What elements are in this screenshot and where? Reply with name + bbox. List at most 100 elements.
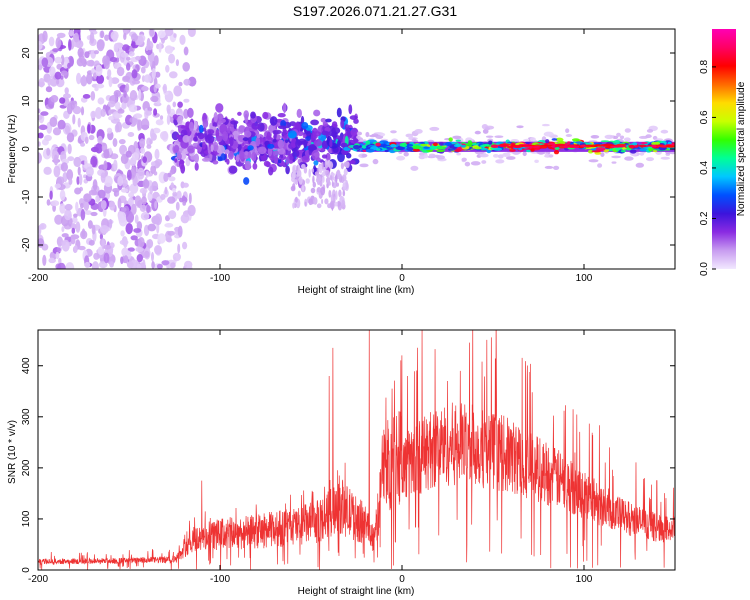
spectrogram-cell: [154, 71, 161, 78]
spectrogram-cell: [340, 162, 344, 170]
spectrogram-cell: [268, 124, 273, 134]
spectrogram-cell: [408, 135, 414, 140]
spectrogram-cell: [349, 115, 358, 120]
spectrogram-cell: [485, 135, 494, 138]
spectrogram-cell: [154, 213, 162, 226]
spectrogram-cell: [176, 134, 182, 139]
spectrogram-cell: [113, 90, 122, 98]
spectrogram-cell: [481, 160, 487, 164]
spectrogram-cell: [343, 168, 348, 176]
snr-series-line: [38, 330, 675, 570]
spectrogram-cell: [99, 233, 103, 240]
spectrogram-cell: [109, 200, 116, 211]
spectrogram-cell: [75, 201, 79, 212]
spectrogram-cell: [202, 141, 206, 150]
spectrogram-cell: [188, 76, 197, 87]
spectrogram-cell: [311, 168, 315, 173]
spectrogram-cell: [123, 255, 129, 263]
spectrogram-cell: [123, 237, 128, 248]
spectrogram-cell: [108, 116, 115, 121]
colorbar-ticks: 0.0 0.2 0.4 0.6 0.8: [699, 60, 716, 276]
spectrogram-cell: [55, 251, 60, 260]
spectrogram-cell: [135, 55, 141, 61]
spectrogram-cell: [336, 107, 342, 118]
spectrogram-cell: [273, 150, 279, 157]
snr-frame: [37, 329, 676, 571]
spectrogram-cell: [522, 145, 531, 148]
spectrogram-cell: [65, 125, 70, 134]
spectrogram-cell: [159, 115, 164, 120]
spectrogram-cell: [67, 156, 75, 162]
spectrogram-cell: [108, 147, 112, 155]
spectrogram-cell: [267, 146, 273, 157]
x-tick-label: 100: [576, 273, 593, 284]
spectrogram-cell: [115, 101, 121, 111]
spectrogram-cell: [494, 135, 504, 138]
spectrogram-cell: [651, 144, 657, 148]
spectrogram-cell: [660, 156, 670, 160]
spectrogram-cell: [321, 130, 329, 136]
spectrogram-cell: [194, 162, 199, 171]
spectrogram-cell: [80, 202, 84, 209]
spectrogram-cell: [331, 121, 338, 128]
spectrogram-cell: [127, 197, 134, 207]
x-tick-label: 100: [576, 574, 593, 585]
spectrogram-cell: [54, 56, 63, 64]
spectrogram-cell: [359, 163, 369, 168]
spectrogram-cell: [321, 172, 326, 177]
spectrogram-cell: [356, 135, 361, 139]
spectrogram-cell: [553, 150, 560, 155]
spectrogram-cell: [177, 225, 183, 238]
y-tick-label: 300: [21, 408, 32, 425]
spectrogram-cell: [335, 174, 338, 184]
spectrogram-cell: [126, 169, 132, 181]
spectrogram-cell: [49, 77, 58, 87]
spectrogram-cell: [312, 134, 318, 139]
spectrogram-cell: [412, 148, 420, 152]
spectrogram-cell: [103, 160, 108, 171]
spectrogram-cell: [39, 223, 47, 230]
spectrogram-cell: [172, 114, 178, 120]
spectrogram-cell: [244, 160, 252, 171]
spectrogram-cell: [350, 127, 359, 137]
spectrogram-cell: [68, 39, 72, 51]
spectrogram-cell: [597, 163, 603, 168]
spectrogram-cell: [396, 155, 406, 161]
spectrogram-cell: [436, 149, 445, 153]
spectrogram-cell: [102, 55, 110, 66]
spectrogram-cell: [110, 30, 119, 41]
spectrogram-cell: [493, 147, 503, 151]
spectrogram-cell: [116, 66, 125, 77]
spectrogram-cell: [131, 203, 137, 215]
spectrogram-cell: [42, 254, 47, 266]
spectrogram-cell: [600, 152, 605, 158]
spectrogram-cell: [96, 74, 105, 85]
spectrogram-cell: [167, 108, 171, 115]
spectrogram-cell: [66, 132, 75, 143]
spectrogram-cell: [139, 187, 148, 194]
spectrogram-cell: [56, 247, 61, 252]
spectrogram-cell: [180, 213, 190, 224]
spectrogram-cell: [646, 157, 654, 162]
spectrogram-cell: [272, 130, 279, 135]
spectrogram-cell: [84, 51, 90, 59]
spectrogram-cell: [103, 252, 110, 264]
spectrogram-cell: [172, 191, 178, 197]
spectrogram-cell: [186, 264, 193, 269]
spectrogram-cell: [660, 129, 669, 134]
spectrogram-cell: [629, 149, 637, 154]
spectrogram-cell: [403, 151, 409, 157]
spectrogram-cell: [67, 143, 72, 155]
spectrogram-cell: [136, 263, 142, 269]
spectrogram-cell: [137, 167, 145, 180]
spectrogram-cell: [322, 121, 328, 127]
spectrogram-cell: [104, 34, 110, 41]
spectrogram-cell: [522, 151, 527, 157]
spectrogram-cell: [460, 144, 466, 148]
spectrogram-cell: [97, 135, 103, 144]
spectrogram-cell: [187, 29, 196, 38]
spectrogram-cell: [137, 119, 143, 131]
spectrogram-cell: [73, 156, 82, 168]
spectrogram-cell: [91, 224, 96, 235]
spectrogram-cell: [46, 147, 51, 156]
